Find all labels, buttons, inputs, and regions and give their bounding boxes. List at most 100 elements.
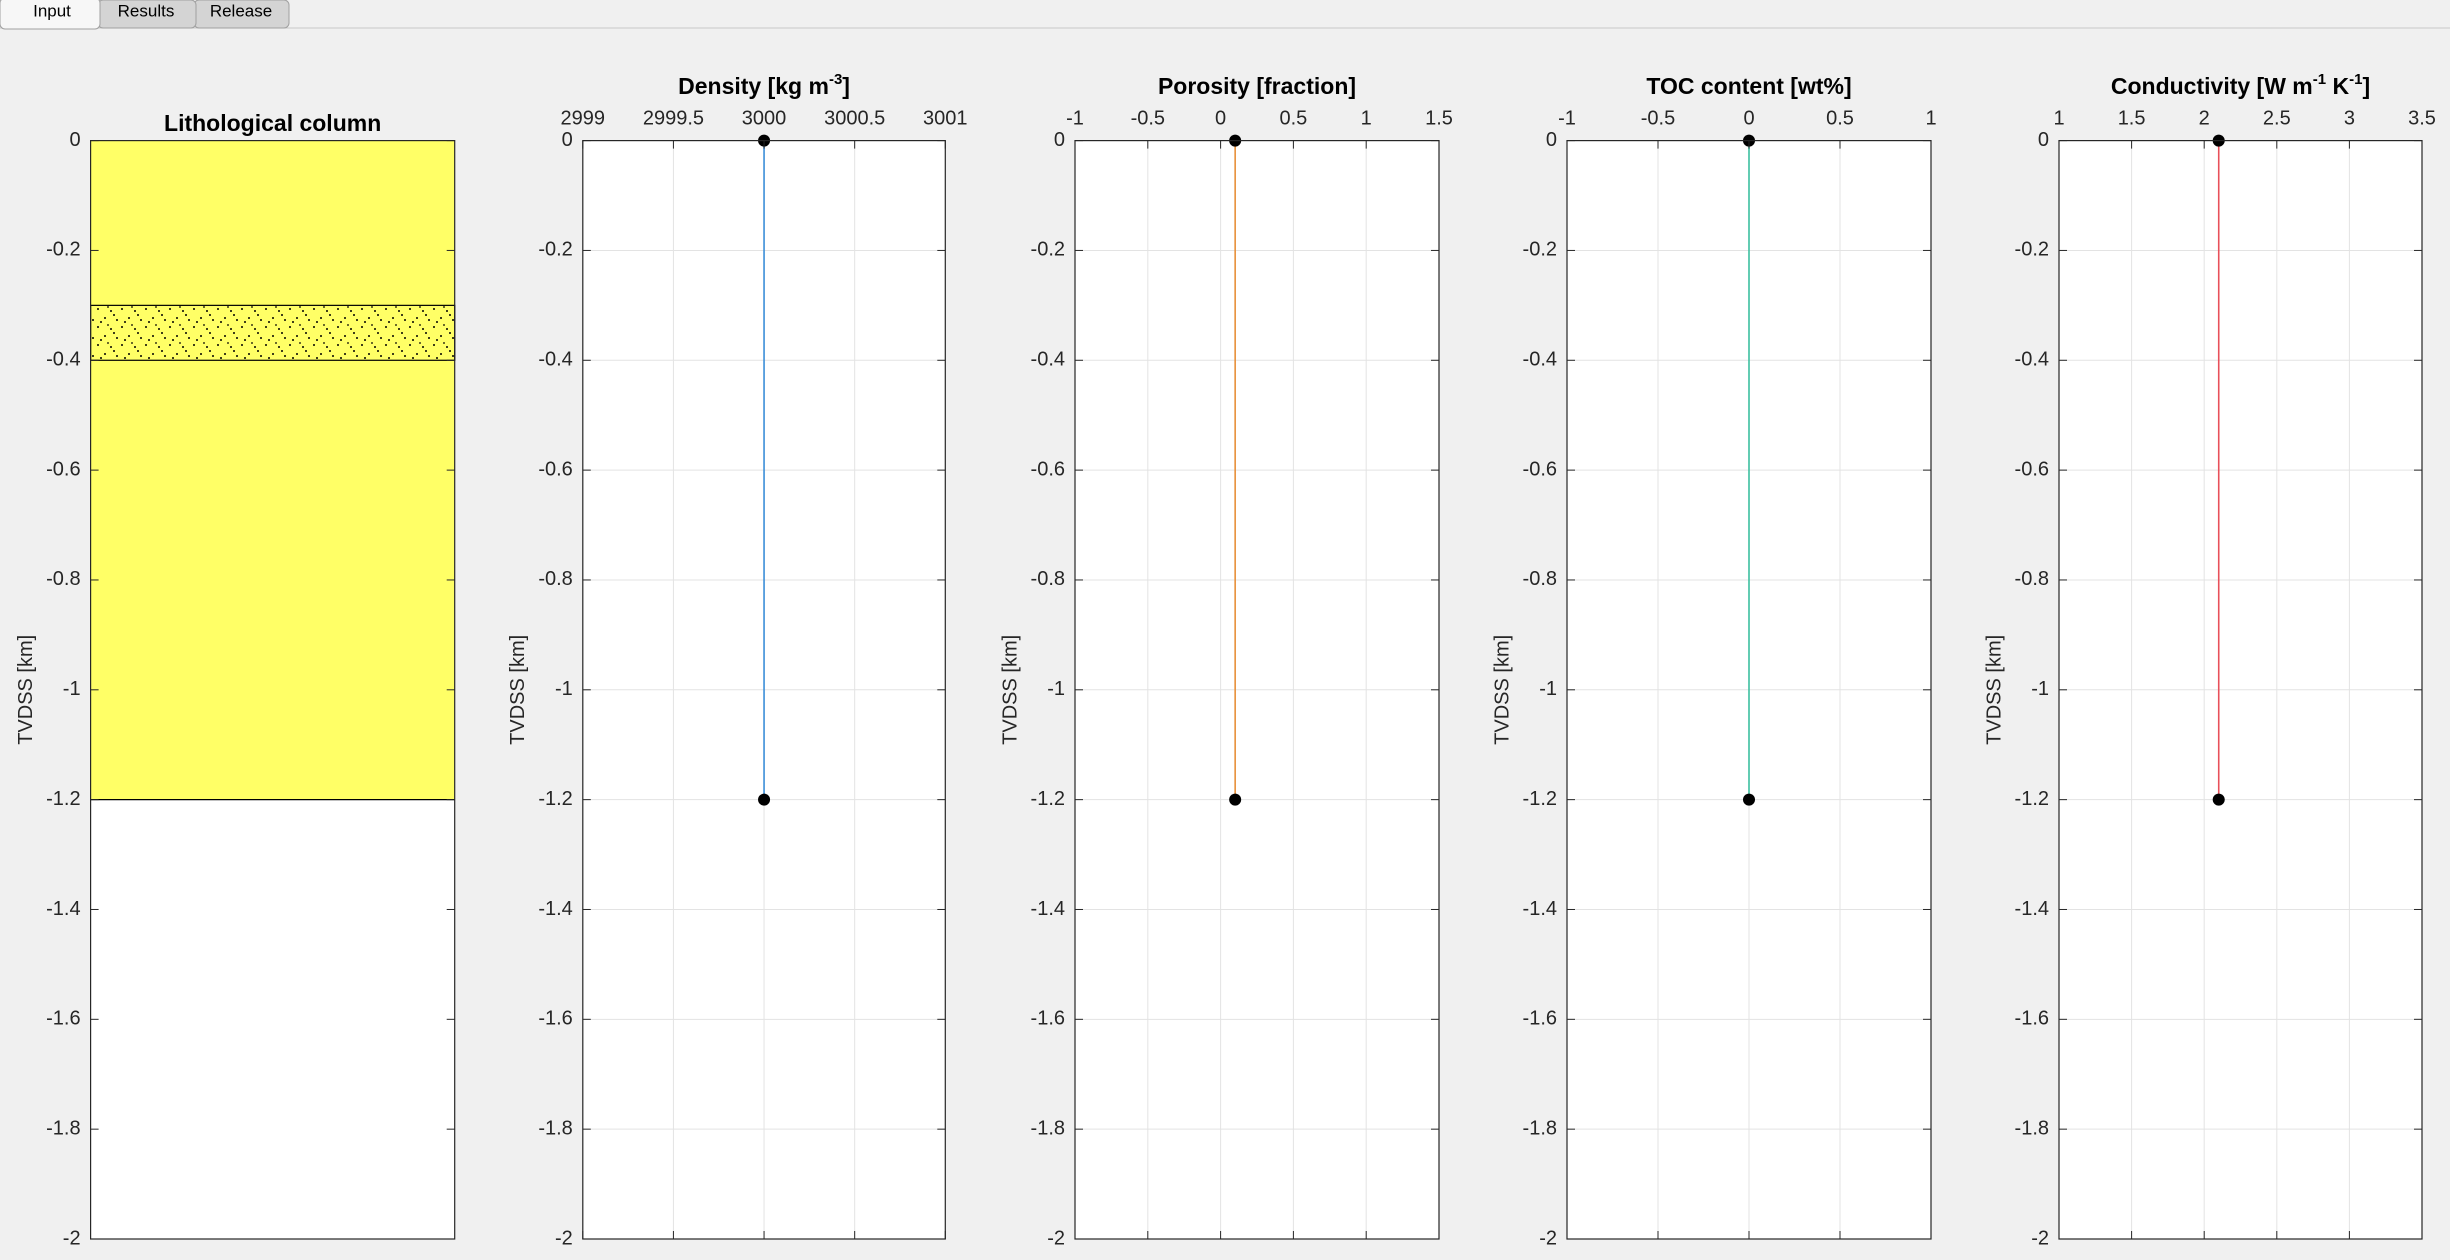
x-tick-label: 3000.5 [824, 107, 885, 129]
y-tick-label: 0 [69, 129, 80, 151]
y-tick-label: -1.4 [46, 898, 80, 920]
y-tick-label: -0.4 [1031, 349, 1065, 371]
y-tick-label: -1.2 [1523, 788, 1557, 810]
x-tick-label: 0 [1215, 107, 1226, 129]
y-tick-label: 0 [1546, 129, 1557, 151]
y-tick-label: -0.6 [46, 458, 80, 480]
title-part: ] [842, 73, 850, 99]
y-tick-label: -1.4 [1031, 898, 1065, 920]
y-tick-label: -0.8 [2015, 568, 2049, 590]
chart-title: Density [kg m-3] [678, 71, 850, 99]
y-tick-label: -2 [1047, 1227, 1065, 1249]
y-tick-label: -1.6 [1031, 1008, 1065, 1030]
layer [90, 140, 455, 800]
y-tick-label: 0 [1054, 129, 1065, 151]
tab[interactable]: Results [97, 0, 197, 29]
title-part: K [2326, 73, 2349, 99]
chart-title: Conductivity [W m-1 K-1] [2111, 71, 2370, 99]
y-tick-label: -2 [555, 1227, 573, 1249]
data-point [2212, 793, 2225, 806]
y-tick-label: -1.2 [1031, 788, 1065, 810]
x-tick-label: 2.5 [2263, 107, 2291, 129]
y-tick-label: -0.8 [1523, 568, 1557, 590]
y-tick-label: -1.6 [46, 1008, 80, 1030]
x-tick-label: 3.5 [2408, 107, 2436, 129]
x-tick-label: 0 [1743, 107, 1754, 129]
x-tick-label: -1 [1066, 107, 1084, 129]
y-tick-label: -1 [1047, 678, 1065, 700]
y-tick-label: -0.4 [46, 349, 80, 371]
y-tick-label: -2 [63, 1227, 81, 1249]
y-tick-label: -1.4 [1523, 898, 1557, 920]
y-axis-label: TVDSS [km] [999, 635, 1021, 745]
y-axis-label: TVDSS [km] [15, 635, 37, 745]
y-tick-label: -0.8 [1031, 568, 1065, 590]
y-tick-label: -0.6 [538, 458, 572, 480]
y-tick-label: -0.6 [2015, 458, 2049, 480]
x-tick-label: 1 [1925, 107, 1936, 129]
tab[interactable]: Release [193, 0, 290, 29]
x-tick-label: 2999 [561, 107, 606, 129]
y-tick-label: -1 [1539, 678, 1557, 700]
y-tick-label: -0.8 [46, 568, 80, 590]
x-tick-label: -0.5 [1131, 107, 1165, 129]
chart-title: TOC content [wt%] [1646, 73, 1851, 99]
title-part: -3 [829, 71, 842, 88]
y-axis-label: TVDSS [km] [507, 635, 529, 745]
title-part: -1 [2349, 71, 2362, 88]
tab-label[interactable]: Results [118, 1, 175, 20]
tab-label[interactable]: Input [33, 1, 71, 20]
title-part: -1 [2313, 71, 2326, 88]
title-part: ] [2362, 73, 2370, 99]
y-tick-label: -1.2 [2015, 788, 2049, 810]
x-tick-label: 1.5 [1425, 107, 1453, 129]
y-tick-label: -0.8 [538, 568, 572, 590]
tab[interactable]: Input [0, 0, 101, 30]
y-tick-label: -1.2 [538, 788, 572, 810]
x-tick-label: 0.5 [1279, 107, 1307, 129]
y-tick-label: -1.6 [538, 1008, 572, 1030]
title-part: Conductivity [W m [2111, 73, 2313, 99]
y-axis-label: TVDSS [km] [1491, 635, 1513, 745]
data-point [758, 793, 771, 806]
y-tick-label: -1 [63, 678, 81, 700]
y-tick-label: -1.6 [2015, 1008, 2049, 1030]
data-point [1229, 793, 1242, 806]
chart-title: Porosity [fraction] [1158, 73, 1356, 99]
chart-title: Lithological column [164, 110, 381, 136]
y-tick-label: -0.2 [2015, 239, 2049, 261]
y-tick-label: -1.4 [538, 898, 572, 920]
title-part: Lithological column [164, 110, 381, 136]
x-tick-label: 2999.5 [643, 107, 704, 129]
y-tick-label: -1 [2031, 678, 2049, 700]
y-tick-label: -1.8 [538, 1117, 572, 1139]
x-tick-label: -1 [1558, 107, 1576, 129]
tab-shape[interactable] [0, 0, 101, 30]
data-point [1743, 793, 1755, 806]
y-tick-label: -0.2 [1031, 239, 1065, 261]
y-tick-label: -0.4 [538, 349, 572, 371]
y-tick-label: -0.6 [1523, 458, 1557, 480]
x-tick-label: 1 [1361, 107, 1372, 129]
x-tick-label: 3 [2344, 107, 2355, 129]
y-tick-label: -0.4 [2015, 349, 2049, 371]
y-tick-label: 0 [562, 129, 573, 151]
x-tick-label: 3000 [742, 107, 787, 129]
title-part: Density [kg m [678, 73, 829, 99]
y-tick-label: -1.8 [1523, 1117, 1557, 1139]
layer-pattern [89, 304, 456, 361]
title-part: TOC content [wt%] [1646, 73, 1851, 99]
y-tick-label: -0.4 [1523, 349, 1557, 371]
y-tick-label: -0.2 [46, 239, 80, 261]
title-part: Porosity [fraction] [1158, 73, 1356, 99]
x-tick-label: 2 [2199, 107, 2210, 129]
y-tick-label: -1 [555, 678, 573, 700]
y-tick-label: -1.8 [2015, 1117, 2049, 1139]
tab-label[interactable]: Release [210, 1, 272, 20]
y-tick-label: -2 [1539, 1227, 1557, 1249]
y-tick-label: -0.6 [1031, 458, 1065, 480]
y-tick-label: -1.2 [46, 788, 80, 810]
y-tick-label: -0.2 [1523, 239, 1557, 261]
y-tick-label: -1.8 [46, 1117, 80, 1139]
